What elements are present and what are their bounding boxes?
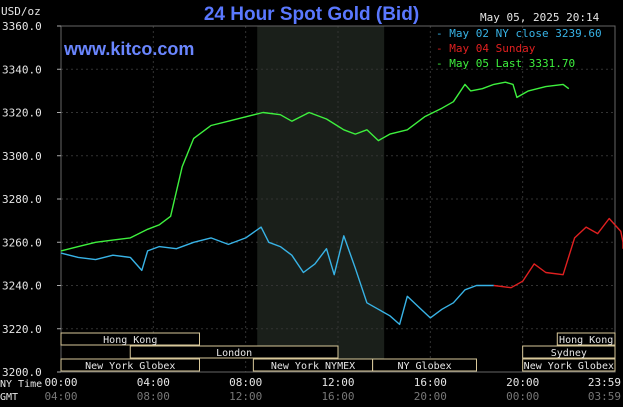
- market-session-bars: Hong Kong Hong Kong London Sydney New York G…: [60, 332, 616, 372]
- x-tick-label-ny: 16:00: [414, 376, 447, 389]
- x-tick-label-gmt: 04:00: [44, 390, 77, 403]
- series-line-1: [493, 217, 623, 289]
- session-bar: [372, 358, 477, 372]
- legend: - May 02 NY close 3239.60 - May 04 Sunda…: [436, 26, 602, 71]
- y-tick-label: 3260.0: [2, 236, 42, 249]
- y-tick-label: 3340.0: [2, 63, 42, 76]
- x-tick-label-ny: 20:00: [506, 376, 539, 389]
- y-axis-ticks: 3200.0 3220.0 3240.0 3260.0 3280.0 3300.0 3320…: [2, 20, 61, 379]
- gmt-label: GMT: [0, 392, 19, 403]
- y-tick-label: 3300.0: [2, 150, 42, 163]
- x-tick-label-gmt: 12:00: [229, 390, 262, 403]
- brand-watermark: www.kitco.com: [64, 39, 195, 59]
- x-tick-label-gmt: 03:59: [588, 390, 621, 403]
- shaded-session-region: [257, 26, 385, 372]
- legend-item-may04: - May 04 Sunday: [436, 42, 536, 55]
- session-label: New York Globex: [524, 361, 614, 372]
- price-series: [60, 81, 623, 326]
- session-bar: [522, 358, 616, 372]
- x-tick-label-gmt: 20:00: [414, 390, 447, 403]
- nymex-shaded-band: [257, 26, 385, 372]
- x-axis-ticks: 00:0004:0004:0008:0008:0012:0012:0016:00…: [44, 376, 621, 403]
- series-line-2: [60, 81, 570, 252]
- x-tick-label-ny: 23:59: [588, 376, 621, 389]
- legend-item-may02: - May 02 NY close 3239.60: [436, 27, 602, 40]
- session-bar: [60, 358, 200, 372]
- x-tick-label-gmt: 16:00: [321, 390, 354, 403]
- x-tick-label-ny: 08:00: [229, 376, 262, 389]
- session-label: London: [216, 348, 252, 359]
- y-tick-label: 3240.0: [2, 280, 42, 293]
- ny-time-label: NY Time: [0, 379, 43, 390]
- session-bar: [556, 332, 616, 346]
- y-tick-label: 3320.0: [2, 107, 42, 120]
- legend-item-may05: - May 05 Last 3331.70: [436, 57, 576, 70]
- chart-grid: [60, 25, 616, 373]
- chart-timestamp: May 05, 2025 20:14: [480, 11, 600, 24]
- session-bar: [129, 345, 339, 359]
- x-tick-label-gmt: 08:00: [137, 390, 170, 403]
- y-tick-label: 3360.0: [2, 20, 42, 33]
- series-line-0: [60, 226, 494, 326]
- chart-title: 24 Hour Spot Gold (Bid): [203, 4, 420, 25]
- session-label: New York Globex: [85, 361, 175, 372]
- x-tick-label-gmt: 00:00: [506, 390, 539, 403]
- session-label: Sydney: [551, 348, 587, 359]
- session-bar: [522, 345, 616, 359]
- session-label: Hong Kong: [103, 335, 157, 346]
- session-label: Hong Kong: [559, 335, 613, 346]
- y-tick-label: 3200.0: [2, 366, 42, 379]
- session-label: New York NYMEX: [271, 361, 355, 372]
- session-label: NY Globex: [397, 361, 451, 372]
- y-tick-label: 3220.0: [2, 323, 42, 336]
- y-tick-label: 3280.0: [2, 193, 42, 206]
- y-axis-unit: USD/oz: [1, 5, 41, 18]
- x-tick-label-ny: 00:00: [44, 376, 77, 389]
- x-tick-label-ny: 04:00: [137, 376, 170, 389]
- x-tick-label-ny: 12:00: [321, 376, 354, 389]
- session-bar: [60, 332, 200, 346]
